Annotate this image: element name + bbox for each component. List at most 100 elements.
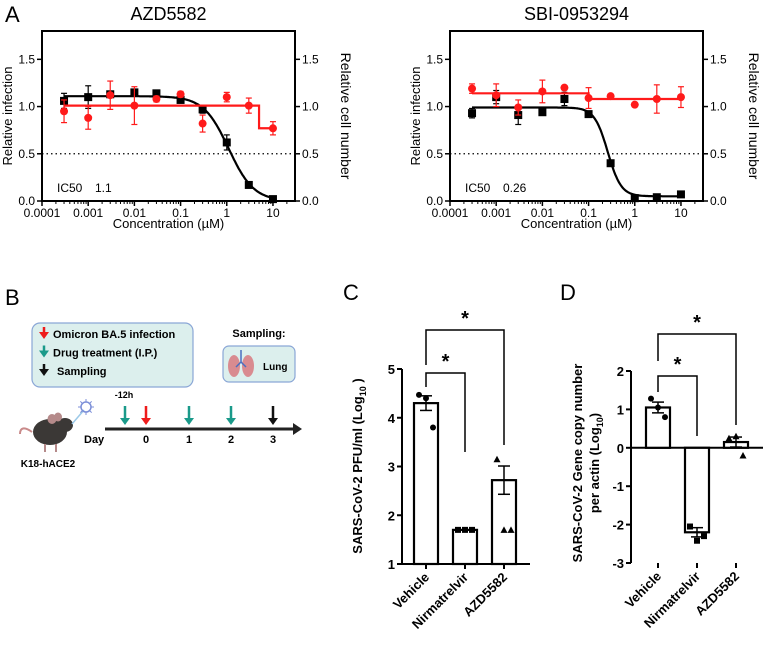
x-tick-label: 10 [674,206,688,220]
data-point-circle [152,95,161,103]
timeline-arrow-teal-icon-head [226,418,236,425]
x-tick-label: 0.01 [531,206,555,220]
data-point-circle [244,101,253,110]
fit-curve-0 [472,106,681,198]
data-point-square [687,523,693,530]
data-point-triangle [725,434,733,442]
ic50-value: 1.1 [95,181,112,195]
y-axis-label-end: ) [587,413,602,417]
y-tick-label: 0.5 [18,147,35,161]
data-point-triangle [500,526,508,533]
data-point-circle [430,424,436,431]
data-point-square [538,108,547,117]
data-point-square [694,537,700,544]
chart-title: AZD5582 [130,4,206,24]
legend-box [31,322,194,388]
y-tick-label: 1 [617,402,624,417]
y-tick-label: 1.5 [426,52,443,66]
data-point-square [652,193,661,202]
timeline-day-label: 0 [143,434,149,446]
y-axis-label-main: per actin (Log [587,427,602,513]
data-point-circle [60,107,69,116]
y-tick-label: -3 [612,556,624,571]
x-tick-label: 0.0001 [432,206,469,220]
legend-label: Sampling [57,366,107,378]
data-point-circle [268,124,277,133]
y-tick-label: 1.0 [18,100,35,114]
y2-tick-label: 1.0 [710,100,727,114]
data-point-square [462,526,468,533]
data-point-circle [606,92,615,101]
y-tick-label: 0.0 [426,194,443,208]
data-point-square [468,109,477,118]
significance-bracket [425,329,505,445]
y-tick-label: 1.0 [426,100,443,114]
data-point-triangle [493,455,501,463]
fit-curve-1 [472,92,681,101]
data-point-circle [676,93,685,102]
y-axis-label-subscript: 10 [358,386,368,396]
y-tick-label: -1 [612,479,624,494]
x-tick-label: 0.1 [172,206,189,220]
y2-tick-label: 1.0 [302,100,319,114]
day-label: Day [84,434,105,446]
timeline-arrow-red-icon-head [141,418,151,425]
inoculation-line [71,409,85,425]
y-axis-label: SARS-CoV-2 PFU/ml (Log10 ) [350,378,368,553]
chart-title: SBI-0953294 [524,4,629,24]
y2-tick-label: 0.0 [302,194,319,208]
significance-star: * [674,354,682,376]
data-point-circle [423,395,429,402]
mouse-icon [19,412,73,452]
y2-tick-label: 0.0 [710,194,727,208]
data-point-circle [416,391,422,398]
x-axis-label: Concentration (µM) [521,216,633,231]
data-point-circle [652,95,661,103]
x-tick-label: 1 [631,206,638,220]
y-axis-label-line2: per actin (Log10) [587,413,605,513]
bar-chart-d: -3-2-1012VehicleNirmatrelvirAZD5582**SAR… [570,312,763,631]
data-point-circle [538,87,547,96]
virus-icon [78,399,94,415]
data-point-square [676,190,685,199]
data-point-circle [584,94,593,103]
significance-star: * [693,312,701,334]
x-tick-label: 0.001 [481,206,511,220]
y-axis-label: Relative infection [408,67,423,166]
pre-infection-label: -12h [115,390,134,400]
x-tick-label: 0.1 [580,206,597,220]
y2-tick-label: 1.5 [710,52,727,66]
data-point-square [584,110,593,119]
bar-chart-c: 12345VehicleNirmatrelvirAZD5582**SARS-Co… [350,308,530,632]
legend-arrow-black-icon-head [39,369,49,376]
fit-curve-0 [64,95,274,200]
y2-tick-label: 0.5 [710,147,727,161]
data-point-circle [648,395,654,402]
plot-frame [41,30,296,202]
x-tick-label: 0.001 [73,206,103,220]
data-point-circle [468,84,477,93]
dose-response-chart-1: SBI-0953294 0.0 0.0 0.5 0.5 1.0 1.0 1.5 1.5 0.000… [408,4,762,231]
y-axis-label-line1: SARS-CoV-2 Gene copy number [570,364,585,563]
significance-bracket [657,333,737,425]
significance-star: * [442,351,450,373]
panel-label-d: D [560,280,576,305]
data-point-circle [492,91,501,100]
y-tick-label: 5 [388,362,395,377]
ic50-label: IC50 [465,181,491,195]
bar-azd5582 [490,479,518,566]
y-axis-label: Relative infection [0,67,15,166]
data-point-circle [84,113,93,122]
fit-curve-1 [64,104,273,130]
legend-label: Omicron BA.5 infection [53,329,176,341]
y-tick-label: 2 [388,508,395,523]
y-tick-label: -2 [612,518,624,533]
y2-axis-label: Relative cell number [338,53,354,180]
data-point-square [469,526,475,533]
y-tick-label: 1.5 [18,52,35,66]
data-point-square [222,138,231,147]
y-tick-label: 0 [617,441,624,456]
data-point-circle [662,414,668,421]
data-point-square [244,180,253,189]
significance-star: * [461,308,469,330]
